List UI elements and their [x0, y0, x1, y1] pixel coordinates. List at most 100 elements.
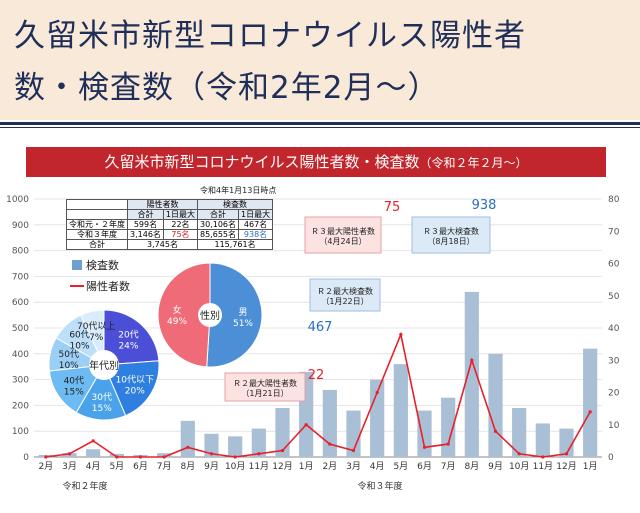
table-cell: 合計	[66, 239, 128, 250]
table-cell: 30,106名	[197, 219, 239, 230]
legend-positive-label: 陽性者数	[86, 279, 130, 293]
tests-bar	[157, 453, 172, 457]
age-pie-slice-label: 40代	[64, 376, 84, 387]
table-cell: 85,655名	[197, 229, 239, 240]
x-tick-label: 7月	[441, 461, 456, 472]
table-cell: 467名	[237, 219, 274, 230]
tests-bar	[559, 428, 574, 457]
y-left-tick-label: 1000	[6, 195, 29, 205]
y-left-tick-label: 300	[12, 376, 29, 386]
table-header-cell: 検査数	[196, 199, 274, 210]
table-cell: 3,146名	[127, 229, 164, 240]
table-row: 令和元・２年度 599名 22名 30,106名 467名	[66, 219, 274, 230]
table-cell: 599名	[127, 219, 164, 230]
age-pie-slice-label: 30代	[92, 392, 112, 403]
age-pie-slice	[103, 360, 160, 417]
tests-bar	[370, 379, 385, 457]
table-row: 合計 3,745名 115,761名	[66, 239, 274, 250]
positive-point	[541, 455, 545, 459]
x-tick-label: 6月	[133, 461, 148, 472]
age-pie-slice-label: 20代	[118, 330, 138, 341]
gender-pie-slice-pct: 51%	[233, 319, 253, 329]
title-area: 久留米市新型コロナウイルス陽性者 数・検査数（令和2年2月～）	[0, 0, 640, 120]
positive-point	[209, 452, 214, 456]
r2-max-test-box	[309, 278, 381, 312]
positive-point	[186, 445, 190, 449]
positive-point	[138, 455, 143, 459]
y-right-tick-label: 50	[608, 292, 620, 302]
positive-point	[280, 448, 285, 453]
x-tick-label: 5月	[393, 461, 408, 472]
table-cell: 938名	[237, 229, 274, 240]
r3-max-test-box	[411, 216, 491, 254]
x-tick-label: 12月	[556, 461, 576, 472]
x-tick-label: 12月	[272, 461, 292, 472]
table-row: 令和３年度 3,146名 75名 85,655名 938名	[66, 229, 274, 240]
positive-point	[493, 429, 498, 433]
table-subheader-cell: 1日最大	[237, 209, 274, 220]
y-right-tick-label: 20	[608, 389, 620, 399]
positive-point	[44, 455, 48, 459]
positive-point	[91, 439, 95, 443]
table-subheader-cell: 1日最大	[162, 209, 199, 220]
table-cell: 22名	[162, 219, 199, 230]
positive-point	[304, 423, 308, 427]
y-right-tick-label: 80	[608, 195, 620, 205]
table-subheader-cell: 合計	[127, 209, 164, 220]
summary-table: 陽性者数 検査数 合計 1日最大 合計 1日最大 令和元・２年度 599名 22…	[66, 199, 274, 250]
gender-pie-center-label: 性別	[200, 309, 220, 322]
x-tick-label: 2月	[322, 461, 337, 472]
tests-bar	[228, 436, 243, 457]
tests-bar	[583, 348, 598, 457]
x-tick-label: 4月	[86, 461, 101, 472]
age-pie-slice-pct: 7%	[89, 333, 104, 343]
r2-max-test-value: 467	[308, 320, 333, 335]
table-subheader-cell	[66, 209, 128, 220]
fiscal-year-label: 令和３年度	[357, 480, 402, 492]
y-right-tick-label: 60	[608, 260, 620, 270]
x-tick-label: 1月	[583, 461, 598, 472]
x-tick-label: 9月	[488, 461, 503, 472]
y-right-tick-label: 70	[608, 227, 620, 237]
page-title-line1: 久留米市新型コロナウイルス陽性者	[14, 18, 526, 54]
y-left-tick-label: 0	[23, 453, 29, 463]
chart-slide: 久留米市新型コロナウイルス陽性者数・検査数（令和２年２月～） 0 100 200 30…	[0, 147, 640, 513]
x-tick-label: 10月	[509, 461, 529, 472]
r3-max-test-title: Ｒ３最大検査数	[423, 226, 479, 236]
r3-max-pos-value: 75	[384, 200, 401, 215]
age-pie-slice-label: 60代	[69, 330, 89, 341]
y-right-tick-label: 40	[608, 324, 620, 334]
positive-point	[470, 358, 474, 362]
y-left-tick-label: 800	[12, 247, 29, 257]
banner-subtitle: （令和２年２月～）	[419, 156, 528, 170]
y-left-tick-label: 100	[12, 427, 29, 437]
x-tick-label: 1月	[299, 461, 314, 472]
positive-point	[399, 332, 403, 337]
age-pie-slice-pct: 15%	[92, 404, 112, 414]
fiscal-year-label: 令和２年度	[62, 480, 107, 492]
divider	[0, 122, 640, 125]
tests-bar	[512, 407, 527, 457]
divider-thin	[0, 127, 640, 128]
tests-bar	[346, 410, 361, 457]
positive-point	[67, 452, 72, 456]
age-pie-slice-pct: 24%	[118, 342, 138, 352]
chart-banner: 久留米市新型コロナウイルス陽性者数・検査数（令和２年２月～）	[26, 147, 606, 177]
r3-max-pos-title: Ｒ３最大陽性者数	[311, 226, 375, 236]
age-pie-slice-pct: 10%	[59, 361, 79, 371]
positive-point	[375, 390, 379, 395]
x-tick-label: 11月	[249, 461, 269, 472]
positive-point	[564, 452, 569, 456]
y-right-tick-label: 30	[608, 356, 620, 366]
age-pie-slice	[75, 363, 127, 421]
tests-bar	[322, 389, 337, 457]
gender-pie-slice-label: 女	[173, 304, 182, 316]
table-cell: 3,745名	[127, 239, 198, 250]
age-pie-slice-pct: 15%	[64, 388, 84, 398]
positive-point	[115, 455, 119, 459]
table-header-cell: 陽性者数	[127, 199, 198, 210]
y-left-tick-label: 200	[12, 401, 29, 411]
tests-bar	[393, 364, 408, 457]
age-pie-slice-label: 10代以下	[116, 375, 154, 386]
positive-point	[517, 452, 521, 456]
